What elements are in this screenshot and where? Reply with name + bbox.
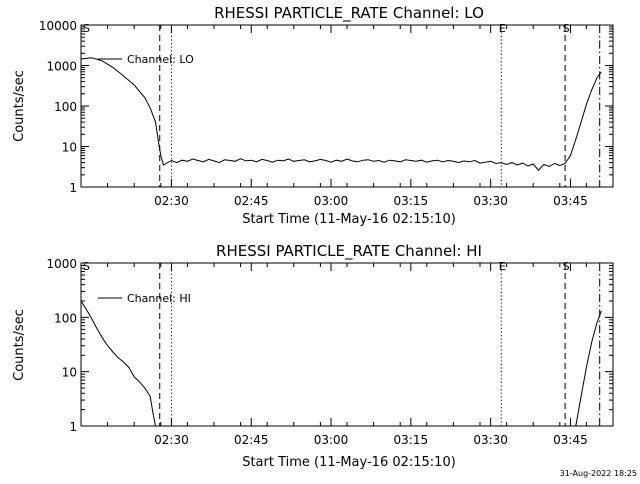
lo-series-line-0 (80, 57, 602, 171)
lo-corner-marker: S (83, 22, 90, 35)
hi-corner-marker: S (83, 260, 90, 273)
hi-x-tick-label: 03:45 (553, 433, 588, 447)
lo-y-tick-label: 10000 (39, 19, 77, 33)
hi-x-tick-label: 03:00 (314, 433, 349, 447)
lo-chart-title: RHESSI PARTICLE_RATE Channel: LO (214, 4, 484, 23)
hi-x-tick-label: 02:30 (154, 433, 189, 447)
hi-chart-title: RHESSI PARTICLE_RATE Channel: HI (216, 242, 482, 261)
hi-x-tick-label: 03:15 (394, 433, 429, 447)
lo-y-tick-label: 1 (69, 181, 77, 195)
hi-x-tick-label: 03:30 (473, 433, 508, 447)
lo-channel-panel: RHESSI PARTICLE_RATE Channel: LO Start T… (12, 4, 614, 227)
lo-x-tick-label: 02:45 (234, 194, 269, 208)
hi-plot-frame (80, 262, 614, 427)
lo-x-axis-label: Start Time (11-May-16 02:15:10) (242, 212, 456, 227)
lo-x-tick-label: 03:45 (553, 194, 588, 208)
lo-y-tick-label: 100 (54, 100, 77, 114)
hi-y-axis-label: Counts/sec (12, 309, 27, 381)
lo-x-tick-label: 03:15 (394, 194, 429, 208)
hi-series-line-0 (80, 300, 156, 427)
hi-y-tick-label: 1 (69, 420, 77, 434)
footer-timestamp: 31-Aug-2022 18:25 (560, 469, 637, 478)
lo-event-label: S (563, 22, 570, 35)
lo-x-tick-label: 03:00 (314, 194, 349, 208)
hi-x-tick-label: 02:45 (234, 433, 269, 447)
hi-y-tick-label: 10 (62, 366, 77, 380)
lo-x-tick-label: 02:30 (154, 194, 189, 208)
hi-y-tick-label: 100 (54, 311, 77, 325)
hi-event-label: E (499, 260, 506, 273)
hi-legend-label: Channel: HI (127, 292, 191, 305)
lo-y-tick-label: 1000 (46, 60, 77, 74)
lo-y-tick-label: 10 (62, 141, 77, 155)
lo-event-label: E (499, 22, 506, 35)
hi-y-tick-label: 1000 (46, 257, 77, 271)
hi-event-label: S (563, 260, 570, 273)
hi-series-line-1 (575, 310, 602, 427)
hi-channel-panel: RHESSI PARTICLE_RATE Channel: HI Start T… (12, 242, 614, 470)
lo-plot-frame (80, 24, 614, 188)
lo-y-axis-label: Counts/sec (12, 70, 27, 142)
lo-legend-label: Channel: LO (127, 53, 194, 66)
lo-x-tick-label: 03:30 (473, 194, 508, 208)
hi-x-axis-label: Start Time (11-May-16 02:15:10) (242, 455, 456, 470)
